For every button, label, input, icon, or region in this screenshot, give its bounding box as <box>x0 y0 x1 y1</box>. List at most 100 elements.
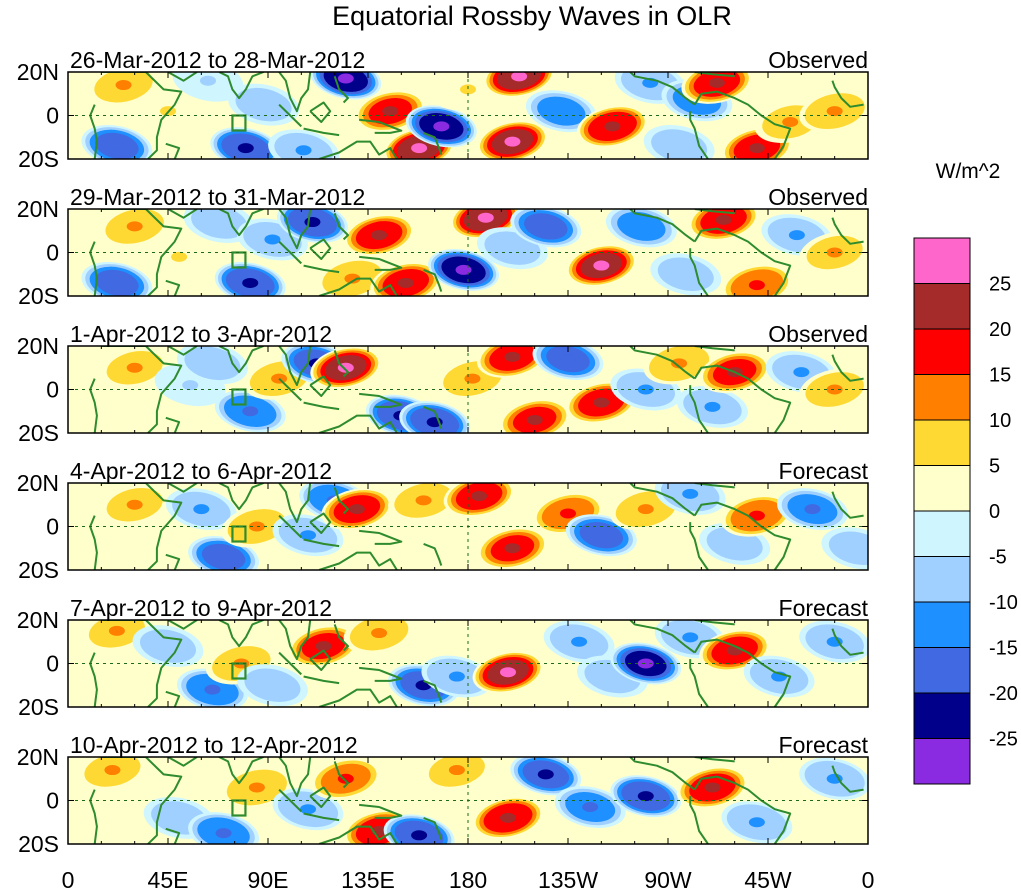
anomaly-core <box>264 234 281 245</box>
x-tick-label: 135W <box>538 867 598 890</box>
coastline <box>693 775 792 844</box>
colorbar-level-label: 0 <box>989 501 1000 523</box>
y-tick-label: 20S <box>18 694 59 720</box>
coastline <box>278 72 312 113</box>
anomaly-core <box>637 658 654 669</box>
anomaly-core <box>215 828 232 839</box>
olr-anomaly-blob <box>610 642 682 685</box>
coastlines <box>89 209 864 296</box>
coastline <box>278 788 303 813</box>
colorbar-swatch <box>913 556 971 603</box>
map-panel: 20N 0 20S 10-Apr-2012 to 12-Apr-2012 Forecas… <box>17 732 869 857</box>
coastline <box>278 209 312 250</box>
coastline <box>167 757 198 767</box>
colorbar-level-label: 20 <box>989 319 1011 341</box>
coastlines <box>89 620 864 707</box>
olr-anomaly-blob <box>821 527 868 570</box>
anomaly-core <box>677 269 694 280</box>
coastline <box>333 761 349 789</box>
coastline <box>423 679 443 703</box>
y-tick-label: 20N <box>17 333 59 359</box>
y-tick-label: 0 <box>46 788 59 814</box>
colorbar-swatch <box>913 237 971 284</box>
coastline <box>689 385 709 433</box>
x-tick-label: 45W <box>744 867 792 890</box>
coastline <box>218 620 264 648</box>
anomaly-core <box>504 543 521 554</box>
anomaly-core <box>782 117 799 128</box>
coastline <box>318 825 398 844</box>
olr-anomaly-blob <box>799 90 868 133</box>
anomaly-core <box>715 214 732 225</box>
coastline <box>423 131 443 155</box>
olr-anomaly-blob <box>176 346 248 385</box>
olr-anomaly-blob <box>276 209 348 243</box>
olr-anomaly-blob <box>483 72 555 98</box>
anomaly-core <box>337 73 354 84</box>
coastline <box>303 675 340 685</box>
coastline <box>333 624 349 652</box>
coastline <box>165 142 181 159</box>
anomaly-core <box>704 401 721 412</box>
map-panel: 20N 0 20S 26-Mar-2012 to 28-Mar-2012 Observe… <box>17 47 869 172</box>
coastline <box>309 375 332 397</box>
anomaly-core <box>255 99 272 110</box>
colorbar-swatch <box>913 283 971 330</box>
olr-anomaly-blob <box>236 664 308 707</box>
olr-anomaly-blob <box>799 757 868 800</box>
anomaly-core <box>126 362 143 373</box>
anomaly-core <box>500 812 516 823</box>
anomaly-core <box>182 380 199 391</box>
olr-anomaly-blob <box>310 757 382 800</box>
x-axis: 0 45E 90E 135E 180 135W 90W 45W 0 <box>62 867 875 893</box>
anomaly-core <box>300 530 316 541</box>
coastline <box>333 212 349 241</box>
anomaly-core <box>371 230 388 241</box>
y-tick-label: 20S <box>18 420 59 446</box>
anomaly-core <box>704 782 721 793</box>
coastline <box>303 401 340 411</box>
anomaly-core <box>593 260 610 271</box>
anomaly-core <box>193 504 210 515</box>
colorbar-swatch <box>913 328 971 375</box>
anomaly-core <box>248 782 265 793</box>
coastline <box>278 757 312 798</box>
coastline <box>629 620 696 654</box>
anomaly-core <box>215 551 232 562</box>
anomaly-core <box>537 769 554 780</box>
coastline <box>89 515 98 570</box>
anomaly-core <box>633 221 650 232</box>
anomaly-core <box>682 488 699 499</box>
map-panel: 20N 0 20S 7-Apr-2012 to 9-Apr-2012 Forecast <box>17 595 869 720</box>
coastline <box>693 90 792 159</box>
colorbar-swatch <box>913 419 971 466</box>
x-tick-label: 180 <box>449 867 487 890</box>
anomaly-core <box>300 804 316 815</box>
olr-anomaly-blob <box>532 346 604 380</box>
anomaly-core <box>411 830 428 841</box>
coastline <box>303 127 340 137</box>
coastline <box>831 765 864 793</box>
anomaly-core <box>433 121 450 132</box>
coastline <box>309 649 332 671</box>
anomaly-core <box>464 373 481 384</box>
coastline <box>693 227 792 296</box>
olr-anomaly-blob <box>799 620 868 663</box>
coastline <box>358 392 403 408</box>
coastline <box>167 483 198 493</box>
anomaly-core <box>537 221 554 232</box>
coastline <box>165 827 181 844</box>
panel-period-label: 29-Mar-2012 to 31-Mar-2012 <box>70 184 365 210</box>
map-panel: 20N 0 20S 1-Apr-2012 to 3-Apr-2012 Observed <box>17 321 869 446</box>
olr-anomaly-blob <box>421 655 493 698</box>
anomaly-core <box>315 641 332 652</box>
anomaly-core <box>348 504 365 515</box>
coastline <box>831 354 864 382</box>
olr-anomaly-blob <box>214 390 286 433</box>
olr-anomaly-blob <box>543 620 615 663</box>
anomaly-core <box>242 406 259 417</box>
coastline <box>423 268 443 292</box>
coastline <box>101 483 183 570</box>
olr-anomaly-blob <box>799 231 868 274</box>
